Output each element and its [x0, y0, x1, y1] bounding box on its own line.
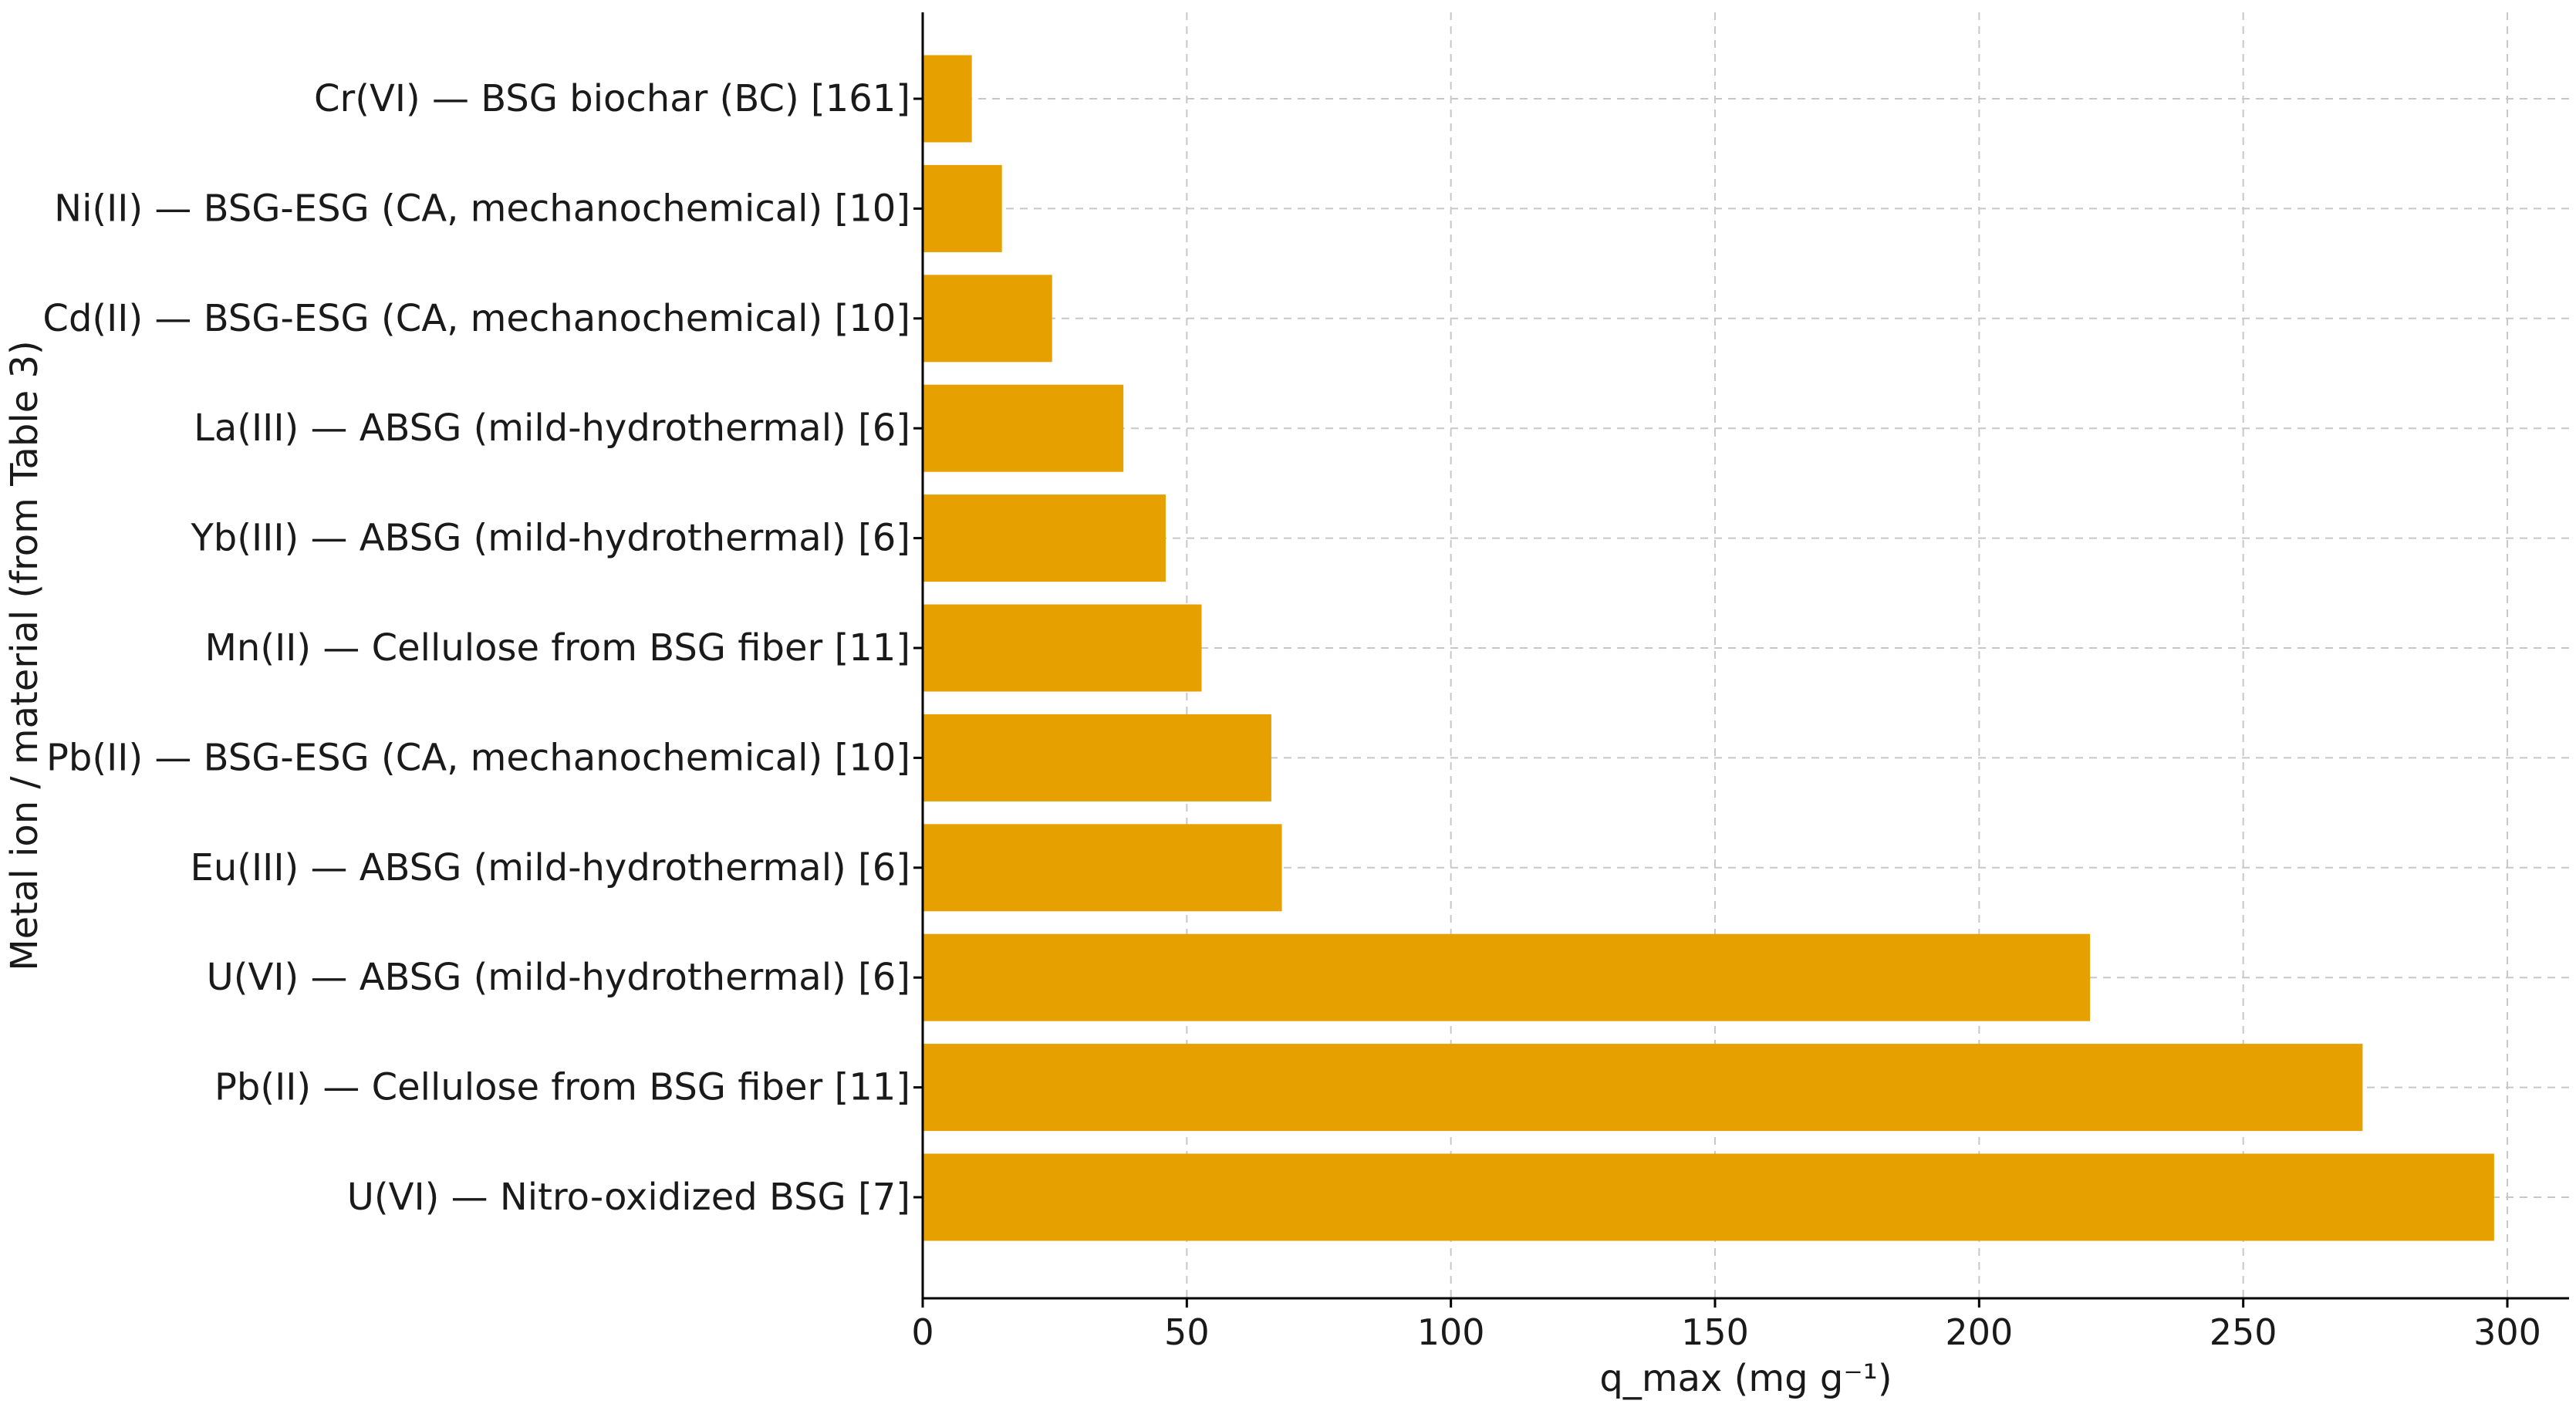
x-tick-label: 50	[1164, 1311, 1210, 1353]
x-tick-label: 200	[1945, 1311, 2013, 1353]
y-tick-label: La(III) — ABSG (mild-hydrothermal) [6]	[194, 407, 910, 450]
x-tick-label: 250	[2210, 1311, 2277, 1353]
y-tick-label: Eu(III) — ABSG (mild-hydrothermal) [6]	[191, 846, 910, 889]
axes	[921, 12, 2569, 1300]
x-tick-label: 150	[1681, 1311, 1749, 1353]
y-tick-label: Pb(II) — BSG-ESG (CA, mechanochemical) […	[46, 736, 910, 779]
bar	[923, 714, 1271, 801]
y-tick-label: Cr(VI) — BSG biochar (BC) [161]	[314, 77, 910, 120]
bar	[923, 384, 1124, 472]
bar	[923, 494, 1166, 582]
y-tick-label: Pb(II) — Cellulose from BSG fiber [11]	[214, 1066, 910, 1109]
bar	[923, 1153, 2494, 1241]
x-axis-label: q_max (mg g⁻¹)	[1599, 1357, 1892, 1400]
y-tick-label: U(VI) — Nitro-oxidized BSG [7]	[347, 1176, 910, 1219]
y-tick-label: Ni(II) — BSG-ESG (CA, mechanochemical) […	[54, 187, 910, 230]
y-tick-label: Mn(II) — Cellulose from BSG fiber [11]	[205, 626, 910, 670]
bar	[923, 275, 1052, 363]
bars	[923, 55, 2494, 1241]
x-tick-label: 300	[2473, 1311, 2541, 1353]
bar	[923, 604, 1202, 692]
y-tick-label: U(VI) — ABSG (mild-hydrothermal) [6]	[207, 956, 910, 999]
y-tick-label: Yb(III) — ABSG (mild-hydrothermal) [6]	[190, 517, 910, 560]
x-ticks: 0 50 100 150 200 250 300	[911, 1298, 2541, 1353]
bar	[923, 824, 1282, 912]
x-tick-label: 0	[911, 1311, 934, 1353]
y-axis-label: Metal ion / material (from Table 3)	[3, 340, 46, 971]
bar	[923, 933, 2091, 1021]
bar	[923, 1044, 2363, 1132]
x-tick-label: 100	[1417, 1311, 1485, 1353]
bar	[923, 55, 972, 143]
y-tick-labels: Cr(VI) — BSG biochar (BC) [161] Ni(II) — …	[42, 77, 923, 1219]
bar	[923, 164, 1002, 252]
y-tick-label: Cd(II) — BSG-ESG (CA, mechanochemical) […	[42, 297, 910, 340]
